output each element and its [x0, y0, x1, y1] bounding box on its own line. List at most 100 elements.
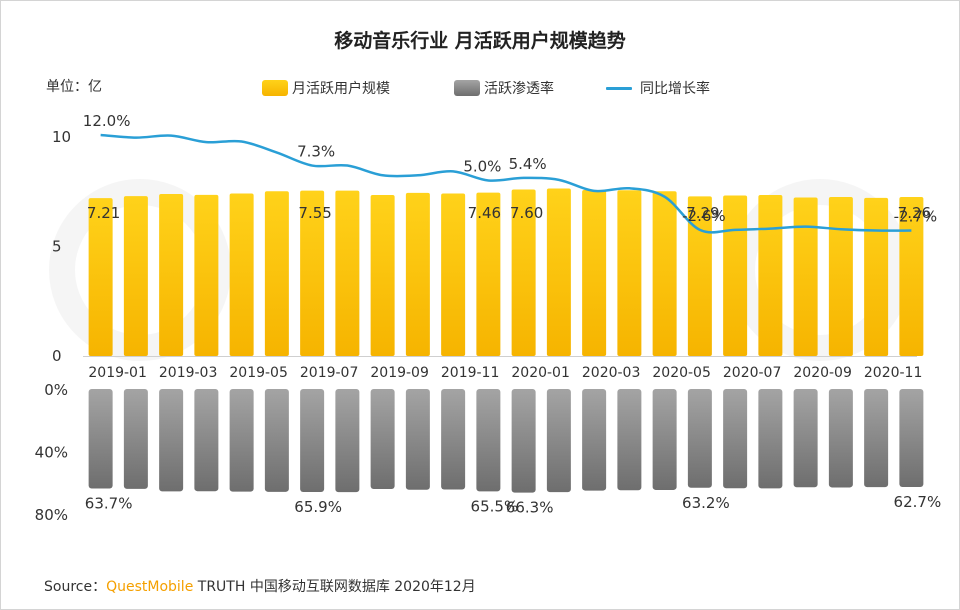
penetration-bar — [123, 389, 148, 489]
growth-data-label: 7.3% — [297, 143, 335, 161]
x-tick-label: 2019-09 — [370, 365, 429, 381]
mau-bar — [300, 190, 325, 356]
penetration-bar — [229, 389, 254, 492]
growth-line — [100, 133, 912, 234]
top-y-tick-label: 5 — [52, 238, 62, 256]
penetration-data-label: 63.7% — [85, 495, 133, 513]
mau-bar — [652, 191, 677, 356]
penetration-bar — [370, 389, 395, 489]
x-tick-label: 2019-03 — [159, 365, 218, 381]
growth-data-label: 12.0% — [83, 112, 131, 130]
top-y-tick-label: 0 — [52, 347, 62, 365]
penetration-bar — [582, 389, 607, 491]
mau-bar — [229, 193, 254, 356]
source-prefix: Source： — [44, 579, 107, 595]
legend-mau-label: 月活跃用户规模 — [292, 81, 390, 97]
mau-bar — [864, 197, 889, 356]
mau-bar — [723, 195, 748, 356]
growth-data-label: 5.4% — [509, 155, 547, 173]
penetration-bar — [88, 389, 113, 489]
mau-bar — [441, 193, 466, 356]
mau-bar — [264, 191, 289, 356]
top-axis: 0 5 10 2019-01 2019-03 2019-05 2019-07 2019-09 2… — [52, 128, 922, 381]
penetration-bar — [687, 389, 712, 488]
mau-bar — [582, 189, 607, 356]
x-tick-label: 2019-07 — [300, 365, 359, 381]
mau-bar — [546, 188, 571, 356]
mau-data-label: 7.21 — [87, 204, 120, 222]
legend-growth-label: 同比增长率 — [640, 81, 710, 97]
x-tick-label: 2020-05 — [652, 365, 711, 381]
source-brand: QuestMobile — [106, 579, 194, 595]
data-labels: 7.21 7.55 7.46 7.60 7.29 7.26 12.0% 7.3% 5.0% 5.4… — [83, 112, 941, 517]
bottom-y-tick-label: 80% — [35, 506, 68, 524]
bottom-y-tick-label: 40% — [35, 444, 68, 462]
x-tick-label: 2020-01 — [511, 365, 570, 381]
penetration-bar — [335, 389, 360, 493]
legend-penetration: 活跃渗透率 — [454, 78, 554, 98]
penetration-bar — [828, 389, 853, 488]
mau-bar — [828, 197, 853, 356]
mau-bar — [687, 196, 712, 356]
penetration-bar — [864, 389, 889, 488]
legend-swatch-gray — [454, 80, 480, 96]
x-tick-label: 2019-05 — [229, 365, 288, 381]
penetration-bar — [758, 389, 783, 489]
mau-bar — [617, 190, 642, 356]
legend-penetration-label: 活跃渗透率 — [484, 81, 554, 97]
growth-line-group — [100, 133, 912, 234]
mau-bar — [159, 193, 184, 356]
mau-bar — [899, 197, 924, 356]
mau-bar — [793, 197, 818, 356]
unit-label: 单位：亿 — [46, 79, 102, 95]
penetration-bar — [476, 389, 501, 492]
penetration-bar — [617, 389, 642, 491]
penetration-bar — [300, 389, 325, 492]
legend-swatch-line — [606, 86, 632, 90]
penetration-bar — [441, 389, 466, 490]
mau-bar — [758, 195, 783, 356]
x-tick-label: 2019-11 — [441, 365, 500, 381]
mau-bar — [476, 192, 501, 356]
mau-bar — [194, 194, 219, 356]
growth-data-label: -2.7% — [894, 208, 938, 226]
legend-growth: 同比增长率 — [606, 78, 710, 98]
mau-data-label: 7.46 — [468, 204, 501, 222]
mau-bar — [88, 198, 113, 356]
x-tick-label: 2020-11 — [864, 365, 923, 381]
x-tick-label: 2020-07 — [723, 365, 782, 381]
mau-bar — [370, 195, 395, 356]
mau-bars — [88, 188, 924, 356]
penetration-bar — [899, 389, 924, 487]
mau-bar — [335, 190, 360, 356]
source-suffix: TRUTH 中国移动互联网数据库 2020年12月 — [197, 579, 476, 595]
mau-bar — [511, 189, 536, 356]
penetration-data-label: 62.7% — [894, 493, 942, 511]
penetration-bar — [159, 389, 184, 492]
legend-swatch-yellow — [262, 80, 288, 96]
penetration-data-label: 65.9% — [294, 498, 342, 516]
penetration-bar — [793, 389, 818, 488]
top-y-tick-label: 10 — [52, 128, 71, 146]
chart-title: 移动音乐行业 月活跃用户规模趋势 — [334, 30, 626, 52]
x-tick-label: 2020-09 — [793, 365, 852, 381]
penetration-bar — [264, 389, 289, 492]
legend-mau: 月活跃用户规模 — [262, 78, 390, 98]
penetration-bars — [88, 389, 924, 493]
mau-data-label: 7.60 — [510, 204, 543, 222]
growth-data-label: 5.0% — [463, 158, 501, 176]
penetration-data-label: 66.3% — [506, 499, 554, 517]
penetration-bar — [194, 389, 219, 492]
source-line: Source：QuestMobile TRUTH 中国移动互联网数据库 2020… — [44, 576, 476, 596]
mau-bar — [405, 192, 430, 356]
penetration-data-label: 65.5% — [471, 497, 519, 515]
bottom-y-tick-label: 0% — [44, 381, 68, 399]
penetration-data-label: 63.2% — [682, 494, 730, 512]
growth-data-label: -2.6% — [682, 207, 726, 225]
mau-data-label: 7.29 — [686, 204, 719, 222]
penetration-bar — [511, 389, 536, 493]
penetration-bar — [652, 389, 677, 490]
x-tick-label: 2020-03 — [582, 365, 641, 381]
bottom-axis: 0% 40% 80% — [35, 381, 68, 524]
